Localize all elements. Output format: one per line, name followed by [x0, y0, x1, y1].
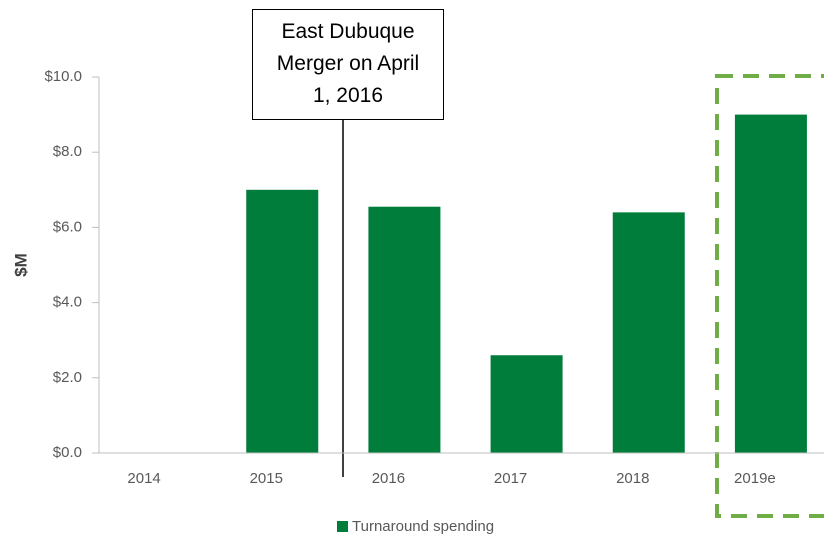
x-tick-label: 2017 [494, 470, 527, 487]
x-tick-label: 2016 [372, 470, 405, 487]
x-tick-label: 2014 [127, 470, 160, 487]
annotation: East Dubuque Merger on April 1, 2016 [252, 9, 444, 120]
y-tick-label: $8.0 [53, 143, 82, 160]
y-tick-label: $4.0 [53, 294, 82, 311]
bar [246, 189, 319, 454]
x-tick-label: 2019e [734, 470, 776, 487]
x-tick-label: 2018 [616, 470, 649, 487]
y-axis-label: $M [11, 253, 30, 277]
x-tick-label: 2015 [250, 470, 283, 487]
bar [490, 355, 563, 453]
bar [612, 212, 685, 453]
legend-label: Turnaround spending [352, 518, 494, 535]
y-tick-label: $10.0 [44, 68, 82, 85]
forecast-highlight [715, 74, 824, 518]
bar [734, 114, 807, 453]
y-tick-label: $0.0 [53, 444, 82, 461]
bar [368, 206, 441, 453]
y-tick-label: $2.0 [53, 369, 82, 386]
y-tick-label: $6.0 [53, 218, 82, 235]
legend-swatch [337, 521, 348, 532]
